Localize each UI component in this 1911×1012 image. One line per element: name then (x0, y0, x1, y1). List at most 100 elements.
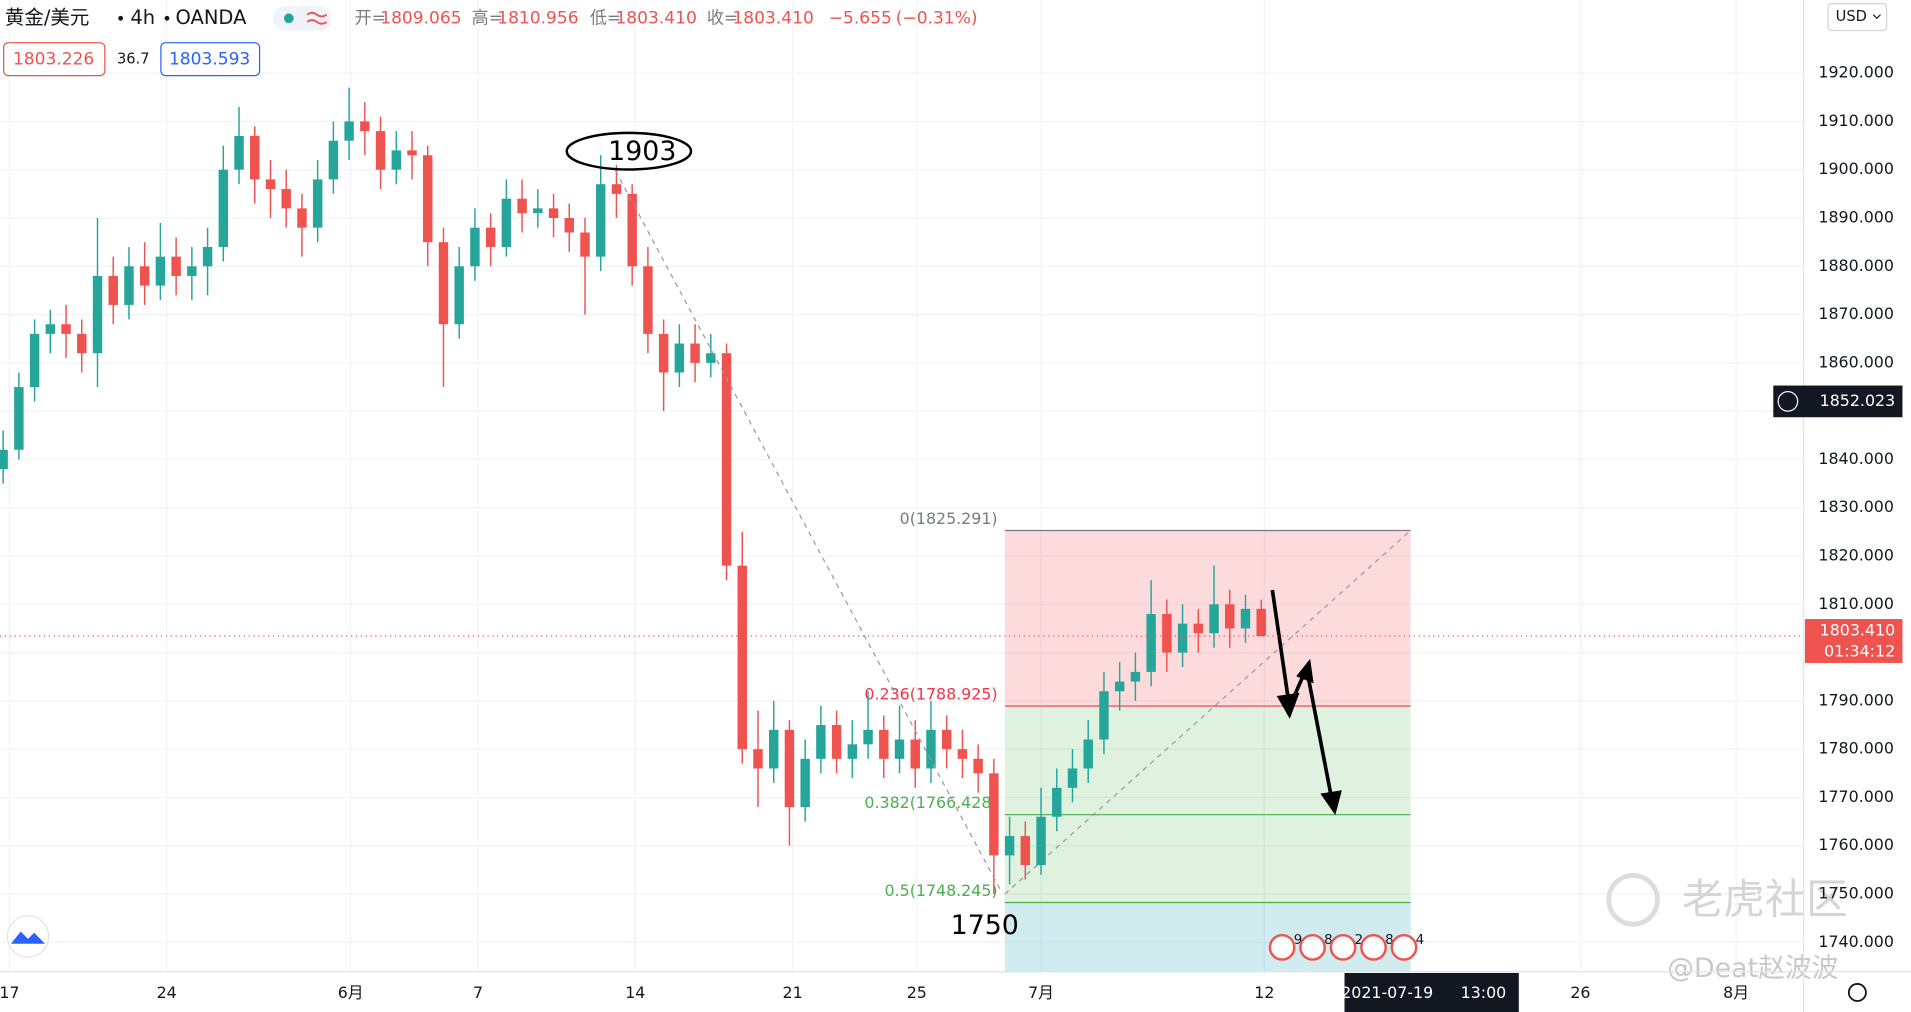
event-icon[interactable] (1360, 933, 1387, 961)
currency-button[interactable] (1827, 3, 1888, 32)
crosshair-x-date: 2021-07-19 (1341, 983, 1433, 1002)
fib-label: 0(1825.291) (900, 509, 998, 528)
settings-button[interactable] (1847, 983, 1867, 1002)
events: 9 8 2 8 4 (1268, 933, 1424, 961)
author: @Deat赵波波 (1667, 953, 1838, 984)
candle-body (926, 729, 936, 769)
candle-body (831, 725, 842, 759)
candle-body (0, 449, 8, 470)
ohlc-value: 1810.956 (497, 8, 578, 28)
change: −5.655 (829, 8, 892, 28)
ohlc-label: 高= (472, 8, 503, 28)
status-icon (306, 11, 328, 25)
event-icon[interactable] (1390, 933, 1418, 961)
bid-box[interactable] (3, 42, 106, 77)
candle-body (281, 189, 291, 209)
status-pill[interactable] (273, 6, 332, 31)
event-count: 9 (1294, 933, 1303, 948)
candle-body (1067, 768, 1078, 788)
separator (164, 15, 170, 21)
y-tick-label: 1810.000 (1818, 594, 1894, 613)
candles (0, 87, 1266, 895)
candle-body (894, 739, 905, 759)
ohlc-value: 1803.410 (732, 8, 813, 28)
candle-body (1256, 608, 1266, 637)
candle-body (328, 140, 339, 180)
spread: 36.7 (117, 51, 150, 68)
fib-zone (1004, 530, 1411, 707)
candle-body (816, 725, 826, 759)
candle-body (1052, 787, 1062, 817)
candle-body (1146, 613, 1156, 672)
watermark-logo (1606, 873, 1660, 927)
logo-button[interactable] (6, 915, 50, 958)
ohlc-value: 1809.065 (380, 8, 461, 28)
candle-body (737, 565, 747, 750)
fib-zone (1004, 814, 1411, 903)
annotation: 1903 (608, 136, 676, 167)
candle-body (643, 266, 653, 334)
ask: 1803.593 (169, 50, 250, 70)
ohlc-header: 开=1809.065 高=1810.956 低=1803.410 收=1803.410 (355, 8, 814, 28)
candle-body (155, 256, 166, 286)
event-icon[interactable] (1299, 933, 1326, 961)
candle-body (548, 208, 559, 219)
candle-body (1130, 671, 1141, 682)
candle-body (957, 749, 968, 759)
fib-zone (1004, 706, 1411, 815)
x-tick-label: 7 (473, 983, 483, 1002)
y-tick-label: 1760.000 (1818, 835, 1894, 854)
candle-body (910, 739, 920, 769)
separator (118, 15, 124, 21)
x-tick-label: 7月 (1028, 983, 1054, 1002)
candle-body (14, 387, 24, 450)
countdown: 01:34:12 (1824, 641, 1895, 660)
candle-body (1209, 604, 1219, 634)
candle-body (312, 179, 323, 228)
event-icon[interactable] (1268, 933, 1296, 961)
candle-body (973, 758, 983, 774)
y-tick-label: 1840.000 (1818, 449, 1894, 468)
candle-body (124, 266, 134, 305)
bid: 1803.226 (13, 50, 94, 70)
candle-body (753, 749, 763, 769)
crosshair-x-box (1344, 972, 1519, 1012)
candle-body (1004, 836, 1015, 856)
candle-body (879, 729, 889, 759)
ask-box[interactable] (160, 42, 261, 77)
y-tick-label: 1880.000 (1818, 256, 1894, 275)
crosshair-add[interactable] (1777, 391, 1799, 412)
ohlc-label: 开= (355, 8, 386, 28)
fib-label: 0.236(1788.925) (864, 685, 997, 704)
candle-body (360, 121, 370, 132)
candle-body (187, 266, 197, 276)
candle-body (454, 266, 464, 325)
change-pct: (−0.31%) (896, 8, 978, 28)
event-icon[interactable] (1329, 933, 1357, 961)
candle-body (517, 198, 527, 214)
candle-body (533, 208, 543, 214)
axes: 1740.000 1750.000 1760.000 1770.000 1780.000… (0, 63, 1903, 1012)
ohlc-value: 1803.410 (615, 8, 696, 28)
candle-body (1240, 608, 1251, 629)
candle-body (627, 193, 637, 267)
candle-body (29, 333, 40, 388)
candle-body (139, 266, 150, 286)
y-tick-label: 1920.000 (1818, 63, 1894, 82)
candle-body (45, 324, 56, 334)
candle-body (564, 218, 574, 233)
y-tick-label: 1750.000 (1818, 884, 1894, 903)
candle-body (297, 208, 307, 228)
last-price-label: 1803.410 (1820, 621, 1896, 640)
currency: USD (1836, 8, 1867, 25)
y-tick-label: 1780.000 (1818, 739, 1894, 758)
candle-body (863, 729, 873, 745)
y-tick-label: 1900.000 (1818, 159, 1894, 178)
y-tick-label: 1820.000 (1818, 546, 1894, 565)
candle-body (721, 353, 732, 566)
y-tick-label: 1860.000 (1818, 352, 1894, 371)
candle-body (768, 729, 779, 769)
